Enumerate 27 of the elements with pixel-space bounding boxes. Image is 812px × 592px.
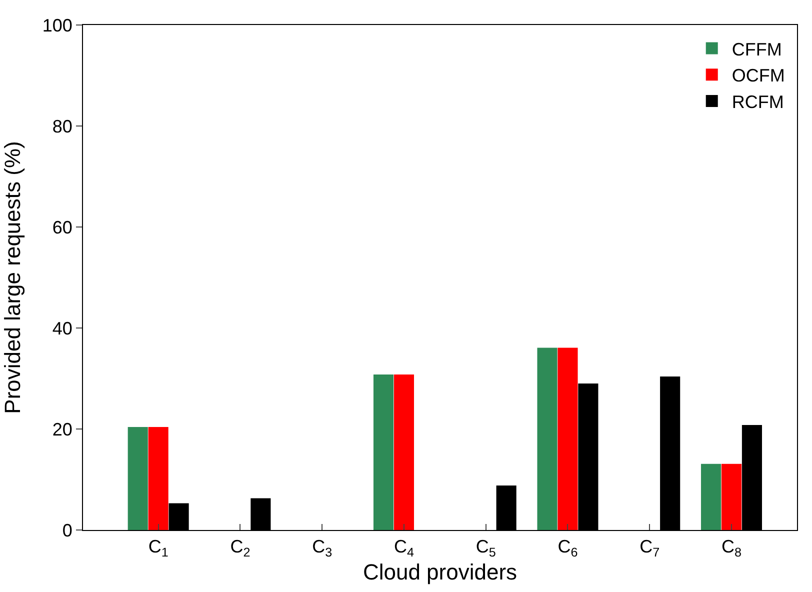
x-tick-label: C$_{1}$: [148, 536, 168, 560]
x-tick-label: C$_{3}$: [312, 536, 332, 560]
bar: [148, 426, 168, 530]
bar: [558, 348, 578, 530]
y-tick-label: 100: [42, 15, 72, 36]
legend-label: CFFM: [732, 39, 782, 60]
bar: [373, 374, 394, 530]
x-tick-label: C$_{4}$: [394, 536, 414, 560]
bar: [128, 426, 148, 530]
legend-label: RCFM: [732, 92, 784, 112]
legend-label: OCFM: [732, 66, 785, 86]
y-tick-label: 80: [52, 116, 72, 136]
y-tick-label: 0: [62, 520, 72, 540]
x-tick-label: C$_{5}$: [476, 536, 496, 560]
x-tick-label: C$_{8}$: [721, 536, 742, 560]
bar: [394, 374, 414, 530]
bar: [700, 464, 722, 530]
x-axis-title: Cloud providers: [362, 559, 518, 584]
bar: [721, 464, 742, 530]
y-tick-label: 60: [52, 217, 72, 238]
y-tick-label: 20: [52, 419, 72, 440]
x-tick-label: C$_{2}$: [230, 536, 250, 560]
bar: [537, 348, 558, 530]
y-axis-title: Provided large requests (%): [0, 141, 26, 414]
y-tick-label: 40: [52, 318, 72, 338]
x-tick-label: C$_{6}$: [558, 536, 578, 560]
x-tick-label: C$_{7}$: [640, 536, 660, 560]
